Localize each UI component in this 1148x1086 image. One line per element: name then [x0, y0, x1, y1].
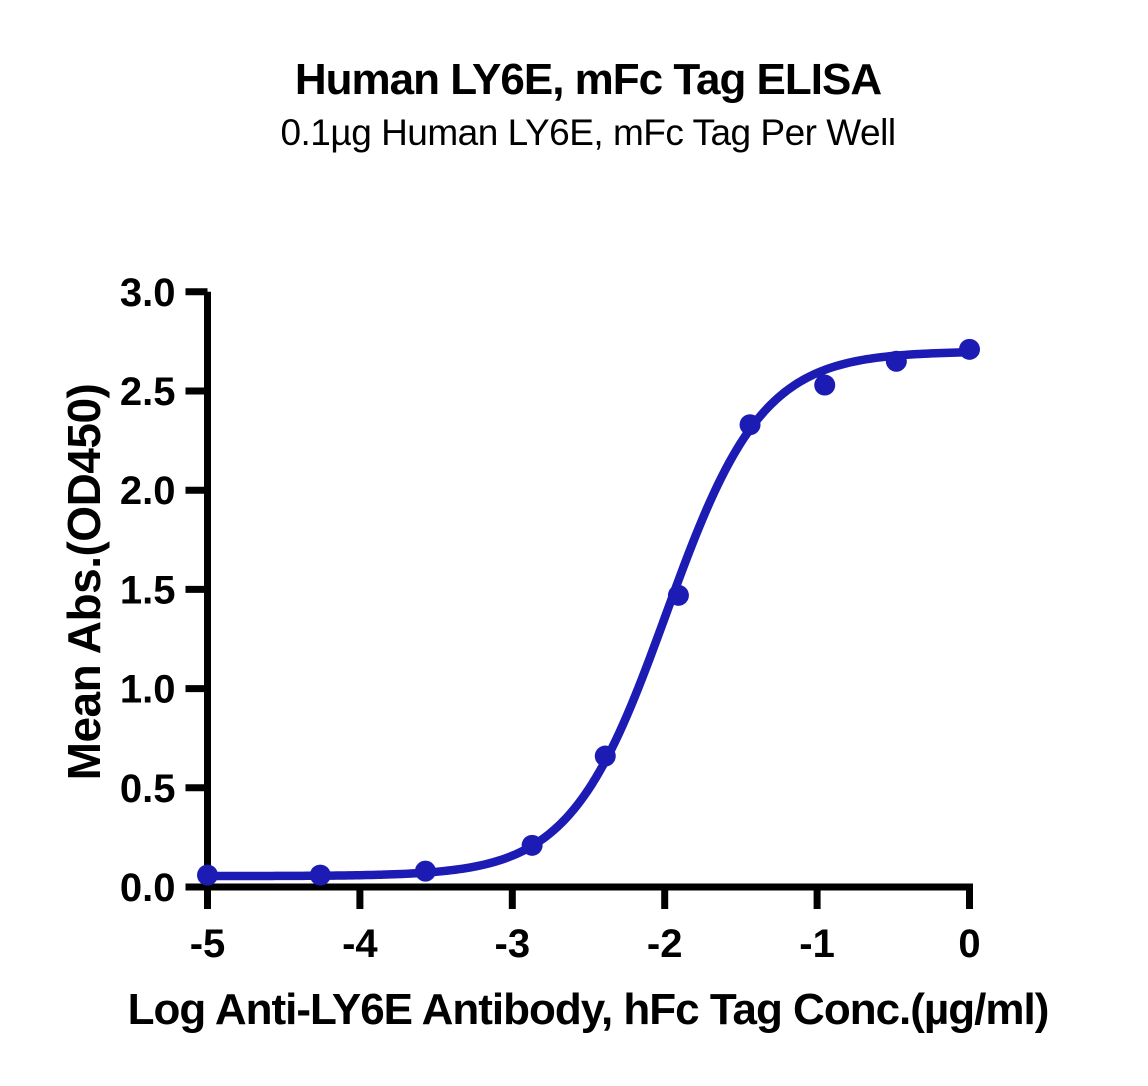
y-tick-label: 1.0 [120, 668, 176, 712]
y-tick-label: 3.0 [120, 271, 176, 315]
x-axis-title: Log Anti-LY6E Antibody, hFc Tag Conc.(µg… [127, 985, 1050, 1034]
y-tick-label: 0.0 [120, 866, 176, 910]
data-point [814, 374, 836, 396]
chart-subtitle: 0.1µg Human LY6E, mFc Tag Per Well [280, 112, 896, 153]
y-tick-label: 0.5 [120, 767, 176, 811]
x-tick-label: 0 [958, 922, 980, 966]
data-point [197, 864, 218, 886]
x-tick-label: -5 [190, 922, 226, 966]
data-point [667, 584, 689, 606]
fit-curve [203, 348, 974, 881]
data-point [309, 864, 331, 886]
x-tick-label: -4 [342, 922, 378, 966]
x-tick-label: -2 [647, 922, 683, 966]
data-point [959, 338, 980, 360]
y-tick-label: 2.5 [120, 370, 176, 414]
data-point [739, 414, 761, 436]
y-tick-label: 1.5 [120, 568, 176, 612]
data-point [521, 834, 543, 856]
chart-title: Human LY6E, mFc Tag ELISA [294, 55, 882, 104]
x-tick-label: -1 [799, 922, 835, 966]
data-point [885, 350, 907, 372]
data-point [414, 860, 436, 882]
y-tick-label: 2.0 [120, 469, 176, 513]
x-tick-label: -3 [495, 922, 531, 966]
data-point [594, 745, 616, 767]
